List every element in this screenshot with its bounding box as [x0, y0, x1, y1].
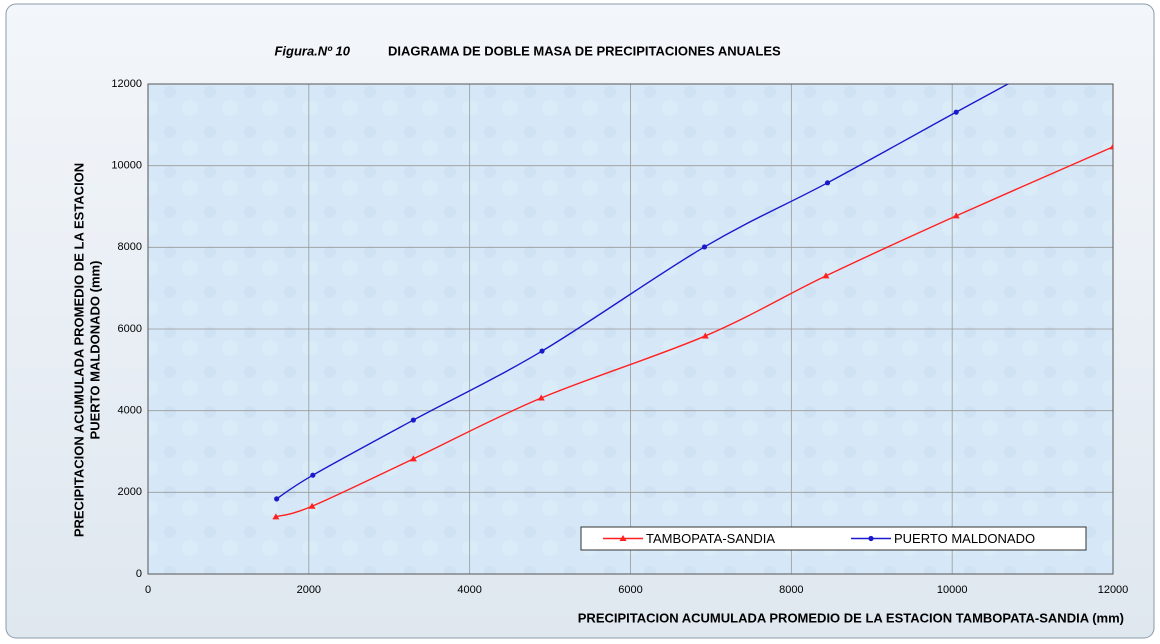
- y-tick-label: 2000: [118, 486, 142, 498]
- marker: [537, 394, 545, 401]
- plot-border: [147, 83, 1114, 575]
- marker: [822, 272, 830, 279]
- y-tick-label: 0: [136, 568, 142, 580]
- x-tick-label: 0: [145, 584, 151, 596]
- y-tick-label: 10000: [111, 160, 142, 172]
- x-tick-label: 12000: [1098, 584, 1129, 596]
- marker: [619, 535, 627, 541]
- x-tick-label: 4000: [457, 584, 481, 596]
- x-tick-label: 6000: [618, 584, 642, 596]
- marker: [701, 332, 709, 339]
- title-prefix: Figura.Nº 10: [274, 43, 350, 58]
- x-axis-label: PRECIPITACION ACUMULADA PROMEDIO DE LA E…: [578, 610, 1124, 625]
- x-tick-label: 10000: [937, 584, 968, 596]
- marker: [953, 109, 959, 115]
- y-tick-label: 6000: [118, 323, 142, 335]
- legend: [580, 526, 1087, 551]
- marker: [539, 348, 545, 354]
- marker: [308, 502, 316, 509]
- x-tick-label: 2000: [297, 584, 321, 596]
- marker: [272, 513, 280, 520]
- x-tick-label: 8000: [779, 584, 803, 596]
- marker: [310, 472, 316, 478]
- y-tick-label: 4000: [118, 405, 142, 417]
- marker: [824, 180, 831, 186]
- marker: [1109, 143, 1113, 150]
- marker: [952, 212, 960, 219]
- y-axis-label: PRECIPITACION ACUMULADA PROMEDIO DE LA E…: [71, 163, 86, 537]
- y-axis-label: PUERTO MALDONADO (mm): [87, 261, 102, 440]
- y-tick-label: 12000: [111, 78, 142, 90]
- legend-label: TAMBOPATA-SANDIA: [646, 531, 775, 546]
- y-tick-label: 8000: [118, 241, 142, 253]
- marker: [274, 496, 280, 502]
- marker: [868, 535, 874, 542]
- marker: [410, 417, 416, 423]
- series-layer: [272, 84, 1113, 520]
- legend-label: PUERTO MALDONADO: [894, 531, 1035, 546]
- chart-title: DIAGRAMA DE DOBLE MASA DE PRECIPITACIONE…: [388, 43, 781, 58]
- marker: [409, 455, 417, 462]
- marker: [701, 244, 708, 250]
